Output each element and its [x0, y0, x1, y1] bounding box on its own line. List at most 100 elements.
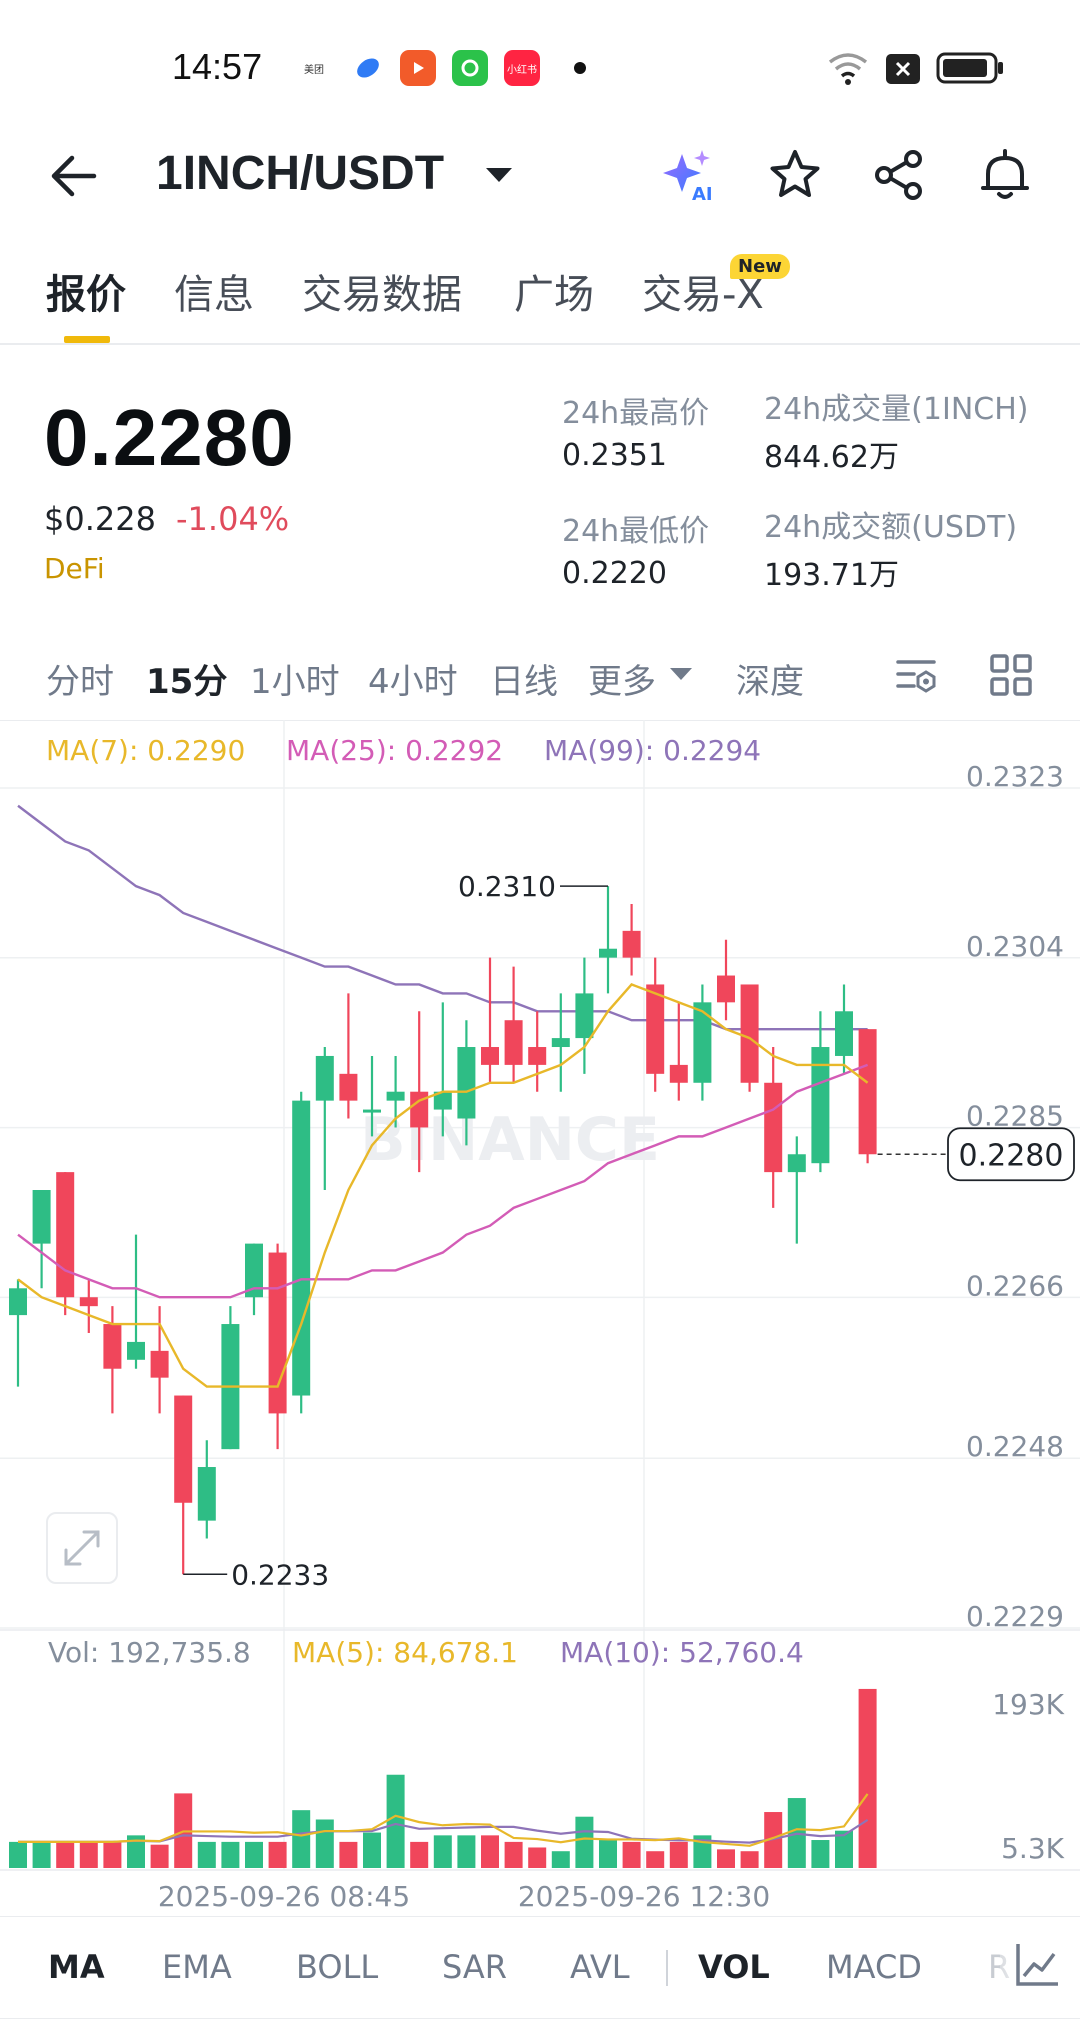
vol-ma5-line — [18, 1793, 869, 1847]
candle-body — [457, 1047, 476, 1119]
indicator-chart-icon[interactable] — [1012, 1940, 1062, 1990]
last-price-tag — [947, 1127, 1075, 1182]
candle-body — [127, 1341, 145, 1360]
favorite-star-icon[interactable] — [766, 146, 824, 204]
volume-bar — [127, 1835, 145, 1868]
volume-bar — [32, 1841, 51, 1868]
candle-body — [693, 1002, 712, 1083]
pair-dropdown-caret-icon[interactable] — [486, 168, 512, 182]
price-axis-label: 0.2229 — [966, 1600, 1064, 1633]
chart-settings-icon[interactable] — [894, 652, 940, 698]
chart-top-divider — [0, 720, 1080, 721]
ma25-line — [17, 1063, 869, 1299]
meituan-app-icon: 美团 — [304, 64, 324, 76]
video-app-icon — [400, 50, 436, 86]
candle-body — [174, 1395, 193, 1503]
tab-trade-x[interactable]: 交易-X — [642, 272, 764, 318]
tab-trading-data[interactable]: 交易数据 — [302, 272, 462, 318]
indicator-fade — [1000, 1930, 1080, 2000]
indicator-boll[interactable]: BOLL — [296, 1948, 379, 1986]
depth-tab[interactable]: 深度 — [736, 662, 804, 702]
new-badge: New — [730, 254, 790, 279]
price-axis-label: 0.2323 — [966, 760, 1064, 793]
indicator-avl[interactable]: AVL — [570, 1948, 630, 1986]
ai-assistant-icon[interactable]: AI — [660, 146, 718, 204]
high-value: 0.2351 — [562, 438, 667, 473]
volume-bar — [835, 1830, 853, 1868]
candle-body — [56, 1172, 75, 1298]
candle-body — [150, 1350, 169, 1378]
candle-body — [433, 1091, 452, 1110]
time-axis-label: 2025-09-26 08:45 — [158, 1880, 410, 1913]
indicator-ma[interactable]: MA — [48, 1948, 105, 1986]
camera-app-icon — [452, 50, 488, 86]
volume-bar — [717, 1849, 735, 1868]
pair-title[interactable]: 1INCH/USDT — [156, 147, 445, 200]
indicator-ema[interactable]: EMA — [162, 1948, 232, 1986]
candle-body — [410, 1091, 429, 1128]
interval-1h[interactable]: 1小时 — [250, 662, 340, 702]
candle-body — [103, 1324, 122, 1369]
candle-body — [717, 975, 735, 1003]
share-icon[interactable] — [870, 146, 928, 204]
candle-body — [599, 948, 617, 958]
low-label: 24h最低价 — [562, 514, 710, 549]
interval-time[interactable]: 分时 — [46, 662, 114, 702]
volume-bar — [410, 1841, 429, 1868]
candle-body — [292, 1100, 311, 1396]
price-axis-label: 0.2304 — [966, 930, 1064, 963]
vol-quote-value: 193.71万 — [764, 558, 899, 593]
tab-square[interactable]: 广场 — [514, 272, 594, 318]
battery-icon — [936, 52, 1003, 84]
candle-body — [245, 1243, 263, 1298]
candle-body — [858, 1029, 877, 1155]
indicator-divider — [0, 1916, 1080, 1917]
tab-quote[interactable]: 报价 — [46, 272, 126, 318]
interval-15m[interactable]: 15分 — [146, 662, 228, 702]
volume-bar — [858, 1688, 877, 1868]
volume-bar — [504, 1841, 523, 1868]
indicator-vol[interactable]: VOL — [698, 1948, 770, 1986]
indicator-separator — [666, 1950, 668, 1986]
more-caret-icon[interactable] — [670, 668, 692, 680]
low-value: 0.2220 — [562, 556, 667, 591]
sector-tag[interactable]: DeFi — [44, 552, 105, 585]
candle-body — [740, 984, 759, 1083]
back-arrow-icon[interactable] — [48, 150, 100, 202]
candle-body — [835, 1011, 853, 1056]
indicator-sar[interactable]: SAR — [442, 1948, 508, 1986]
xiaohongshu-app-icon: 小红书 — [504, 50, 540, 86]
indicator-macd[interactable]: MACD — [826, 1948, 922, 1986]
interval-1d[interactable]: 日线 — [490, 662, 558, 702]
volume-bar — [363, 1832, 381, 1868]
tab-info[interactable]: 信息 — [174, 272, 254, 318]
alert-bell-icon[interactable] — [976, 146, 1034, 204]
volume-bar — [433, 1835, 452, 1868]
fullscreen-button[interactable] — [46, 1512, 118, 1584]
candle-body — [268, 1252, 287, 1414]
volume-bar — [811, 1840, 830, 1868]
volume-bar — [646, 1851, 665, 1868]
candlestick-chart[interactable]: BINANCE 0.2323 0.2304 0.2285 0.2266 0.2248 0.… — [0, 720, 1080, 1920]
volume-bar — [197, 1841, 216, 1868]
volume-bar — [599, 1840, 617, 1868]
volume-axis-label: 5.3K — [1001, 1832, 1065, 1865]
layout-grid-icon[interactable] — [988, 652, 1034, 698]
volume-bar — [528, 1847, 547, 1868]
interval-more[interactable]: 更多 — [588, 662, 656, 702]
ma25-legend: MA(25): 0.2292 — [286, 734, 504, 767]
ma99-line — [17, 804, 868, 1031]
candle-body — [79, 1297, 98, 1307]
no-sim-icon — [886, 54, 920, 84]
candle-body — [528, 1047, 547, 1065]
browser-app-icon — [350, 50, 386, 86]
high-label: 24h最高价 — [562, 396, 710, 431]
candle-body — [197, 1467, 216, 1521]
vol-base-value: 844.62万 — [764, 440, 899, 475]
status-time: 14:57 — [172, 46, 263, 87]
candle-body — [551, 1038, 570, 1048]
volume-bar — [386, 1774, 405, 1868]
candle-body — [32, 1190, 51, 1244]
interval-4h[interactable]: 4小时 — [368, 662, 458, 702]
vol-base-label: 24h成交量(1INCH) — [764, 392, 1029, 427]
